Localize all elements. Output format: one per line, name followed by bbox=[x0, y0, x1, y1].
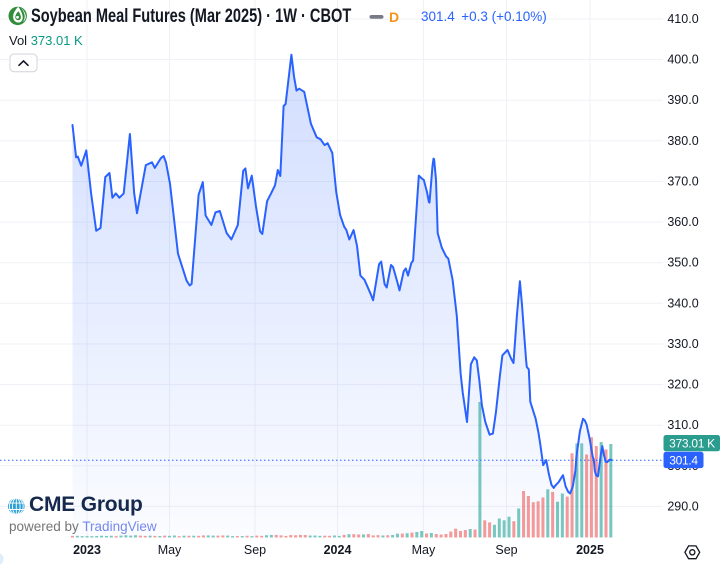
svg-text:410.0: 410.0 bbox=[667, 12, 698, 26]
svg-text:May: May bbox=[412, 543, 436, 557]
svg-text:390.0: 390.0 bbox=[667, 93, 698, 107]
svg-text:2025: 2025 bbox=[576, 543, 604, 557]
svg-text:301.4: 301.4 bbox=[669, 453, 698, 467]
svg-text:Sep: Sep bbox=[495, 543, 517, 557]
svg-text:290.0: 290.0 bbox=[667, 499, 698, 513]
svg-text:2024: 2024 bbox=[324, 543, 352, 557]
svg-text:350.0: 350.0 bbox=[667, 256, 698, 270]
svg-text:320.0: 320.0 bbox=[667, 378, 698, 392]
svg-text:May: May bbox=[158, 543, 182, 557]
svg-text:400.0: 400.0 bbox=[667, 53, 698, 67]
svg-text:Sep: Sep bbox=[244, 543, 266, 557]
svg-text:373.01 K: 373.01 K bbox=[669, 437, 715, 451]
svg-text:310.0: 310.0 bbox=[667, 418, 698, 432]
svg-text:330.0: 330.0 bbox=[667, 337, 698, 351]
svg-text:380.0: 380.0 bbox=[667, 134, 698, 148]
svg-text:340.0: 340.0 bbox=[667, 296, 698, 310]
svg-text:360.0: 360.0 bbox=[667, 215, 698, 229]
svg-text:2023: 2023 bbox=[73, 543, 101, 557]
svg-text:370.0: 370.0 bbox=[667, 175, 698, 189]
